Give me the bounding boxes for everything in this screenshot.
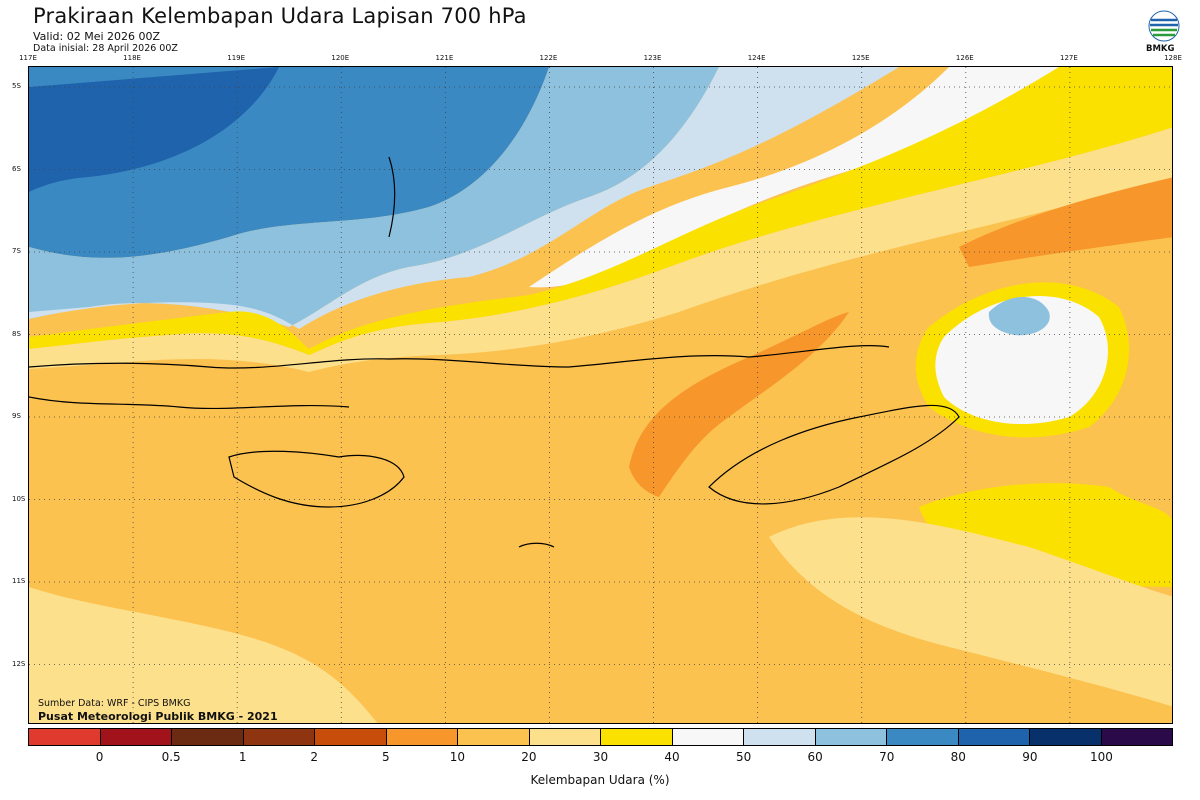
valid-time: Valid: 02 Mei 2026 00Z <box>33 30 161 43</box>
longitude-label: 124E <box>747 54 766 62</box>
init-time: Data inisial: 28 April 2026 00Z <box>33 43 178 54</box>
latitude-label: 8S <box>12 329 21 338</box>
humidity-zone-50-60 <box>529 67 1059 288</box>
bmkg-logo-text: BMKG <box>1146 44 1175 54</box>
organization-credit: Pusat Meteorologi Publik BMKG - 2021 <box>38 710 278 723</box>
colorbar-segment <box>529 729 601 745</box>
colorbar-segment <box>458 729 530 745</box>
colorbar-segment <box>29 729 101 745</box>
coastline-sumba <box>228 450 405 508</box>
latitude-label: 11S <box>12 577 26 585</box>
colorbar-tick: 50 <box>735 750 752 764</box>
coastlines <box>29 156 960 548</box>
colorbar-segment <box>1030 729 1102 745</box>
coastline-rote-sawu <box>518 542 555 548</box>
longitude-label: 118E <box>123 54 141 62</box>
humidity-zone-southeast-pale <box>769 517 1172 707</box>
colorbar-segment <box>1101 729 1172 745</box>
map-grid <box>29 67 1172 723</box>
colorbar-segment <box>386 729 458 745</box>
humidity-zone-10-20-northeast <box>959 177 1172 267</box>
longitude-label: 117E <box>19 54 37 62</box>
bmkg-logo <box>1142 8 1186 60</box>
colorbar-tick: 2 <box>310 750 319 764</box>
map-title: Prakiraan Kelembapan Udara Lapisan 700 h… <box>33 4 527 28</box>
longitude-label: 123E <box>643 54 662 62</box>
colorbar-segment <box>315 729 387 745</box>
colorbar-tick: 100 <box>1089 750 1113 764</box>
coastline-flores-lombok-sumbawa <box>29 345 890 369</box>
humidity-map <box>28 66 1173 724</box>
humidity-zone-70-80 <box>29 67 719 327</box>
colorbar-segment <box>243 729 315 745</box>
humidity-zone-south-east <box>919 483 1172 587</box>
colorbar-tick: 40 <box>664 750 680 764</box>
longitude-label: 119E <box>227 54 246 62</box>
colorbar-segment <box>887 729 959 745</box>
colorbar-tick: 5 <box>381 750 390 764</box>
colorbar-segment <box>744 729 816 745</box>
colorbar-tick: 60 <box>807 750 823 764</box>
colorbar-tick: 0 <box>95 750 104 764</box>
coastline-sulawesi-south <box>388 156 396 238</box>
colorbar-tick: 1 <box>238 750 247 764</box>
colorbar-tick: 70 <box>879 750 895 764</box>
latitude-label: 12S <box>12 659 26 668</box>
humidity-zone-20-30-north <box>29 127 1172 372</box>
coastline-bali <box>29 396 350 410</box>
latitude-label: 6S <box>12 164 21 173</box>
colorbar-segment <box>958 729 1030 745</box>
humidity-zone-south-pale <box>29 587 378 723</box>
latitude-label: 10S <box>12 494 26 503</box>
data-source: Sumber Data: WRF - CIPS BMKG <box>38 698 191 709</box>
colorbar-tick: 90 <box>1022 750 1038 764</box>
colorbar-segment <box>100 729 172 745</box>
latitude-label: 5S <box>12 82 21 90</box>
coastline-timor <box>708 404 960 505</box>
colorbar-tick: 30 <box>592 750 609 764</box>
humidity-zone-10-20-tongue <box>629 312 849 497</box>
longitude-label: 128E <box>1164 54 1182 62</box>
humidity-zone-30-40 <box>29 67 1172 355</box>
humidity-zone-60-70 <box>29 67 899 329</box>
humidity-colorbar <box>28 728 1173 746</box>
longitude-label: 126E <box>955 54 974 62</box>
longitude-label: 122E <box>539 54 558 62</box>
longitude-label: 121E <box>435 54 454 62</box>
longitude-label: 120E <box>331 54 350 62</box>
colorbar-tick: 20 <box>521 750 537 764</box>
colorbar-segment <box>172 729 244 745</box>
colorbar-unit: Kelembapan Udara (%) <box>530 773 670 787</box>
colorbar-segment <box>601 729 673 745</box>
colorbar-tick: 10 <box>449 750 466 764</box>
humidity-zone-east-blue <box>988 297 1050 336</box>
longitude-label: 127E <box>1060 54 1078 62</box>
humidity-zone-deep <box>29 67 279 192</box>
latitude-label: 9S <box>12 412 21 420</box>
colorbar-segment <box>672 729 744 745</box>
colorbar-tick: 0.5 <box>161 750 181 764</box>
colorbar-tick: 80 <box>950 750 966 764</box>
longitude-label: 125E <box>851 54 870 62</box>
latitude-label: 7S <box>12 247 21 255</box>
humidity-zone-east-white <box>935 295 1108 425</box>
colorbar-segment <box>815 729 887 745</box>
